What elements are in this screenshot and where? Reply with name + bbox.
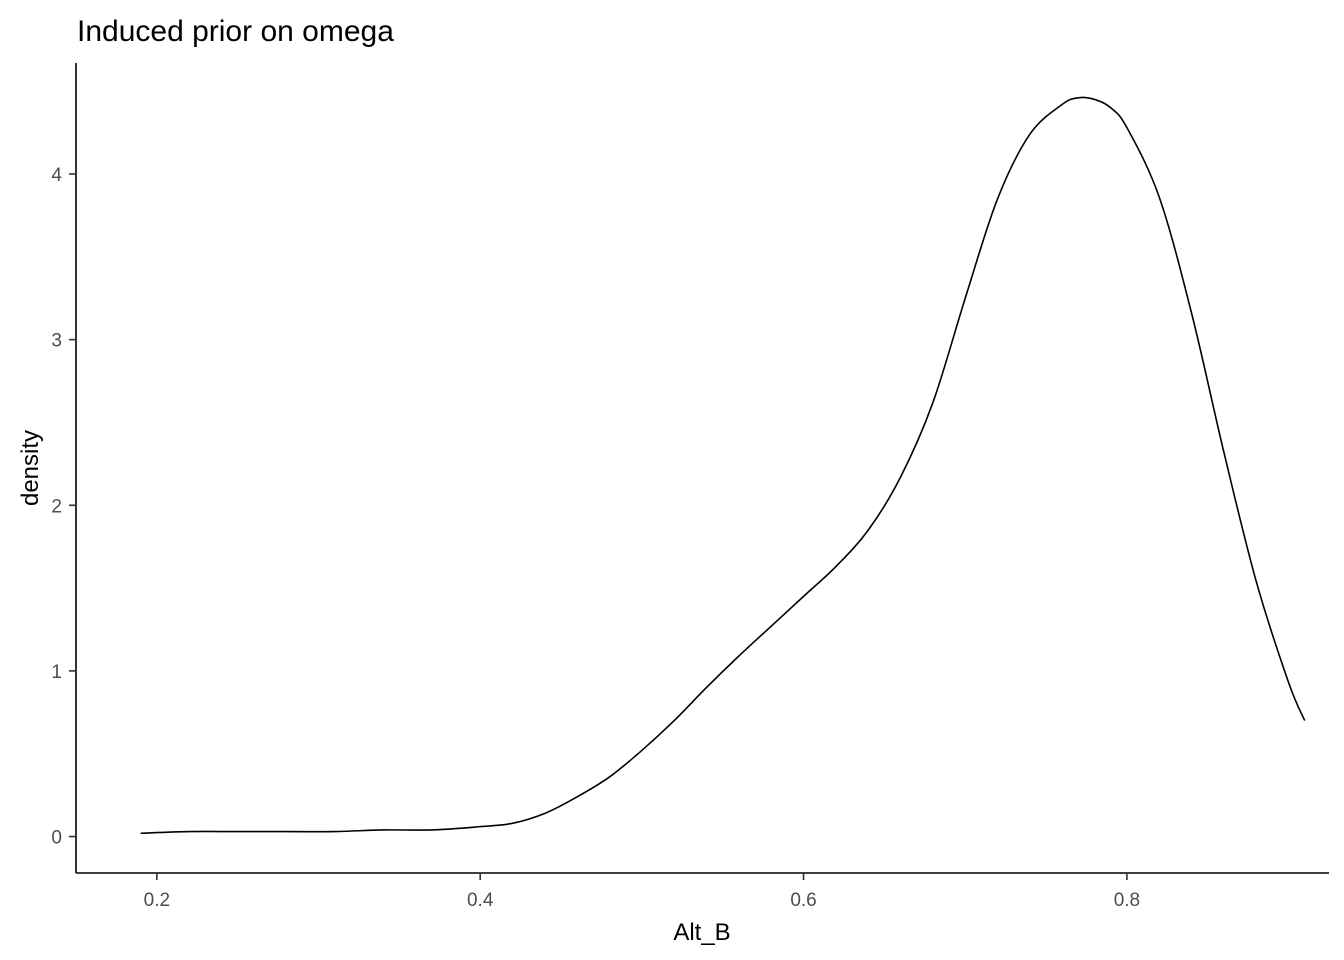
- y-tick-label: 2: [51, 496, 62, 517]
- chart-title: Induced prior on omega: [77, 15, 394, 48]
- y-tick-label: 1: [51, 662, 62, 683]
- y-tick-label: 4: [51, 165, 62, 186]
- x-tick-label: 0.4: [467, 890, 494, 911]
- y-axis-ticks: 0 1 2 3 4: [51, 165, 76, 849]
- x-tick-label: 0.8: [1114, 890, 1140, 911]
- x-tick-label: 0.2: [144, 890, 170, 911]
- x-axis-title: Alt_B: [673, 919, 730, 946]
- y-tick-label: 3: [51, 331, 62, 352]
- x-tick-label: 0.6: [790, 890, 816, 911]
- y-tick-label: 0: [51, 828, 62, 849]
- y-axis-title: density: [17, 430, 44, 506]
- x-axis-ticks: 0.2 0.4 0.6 0.8: [144, 873, 1140, 911]
- density-curve-series-0: [140, 96, 1306, 835]
- plot-panel: [140, 96, 1306, 835]
